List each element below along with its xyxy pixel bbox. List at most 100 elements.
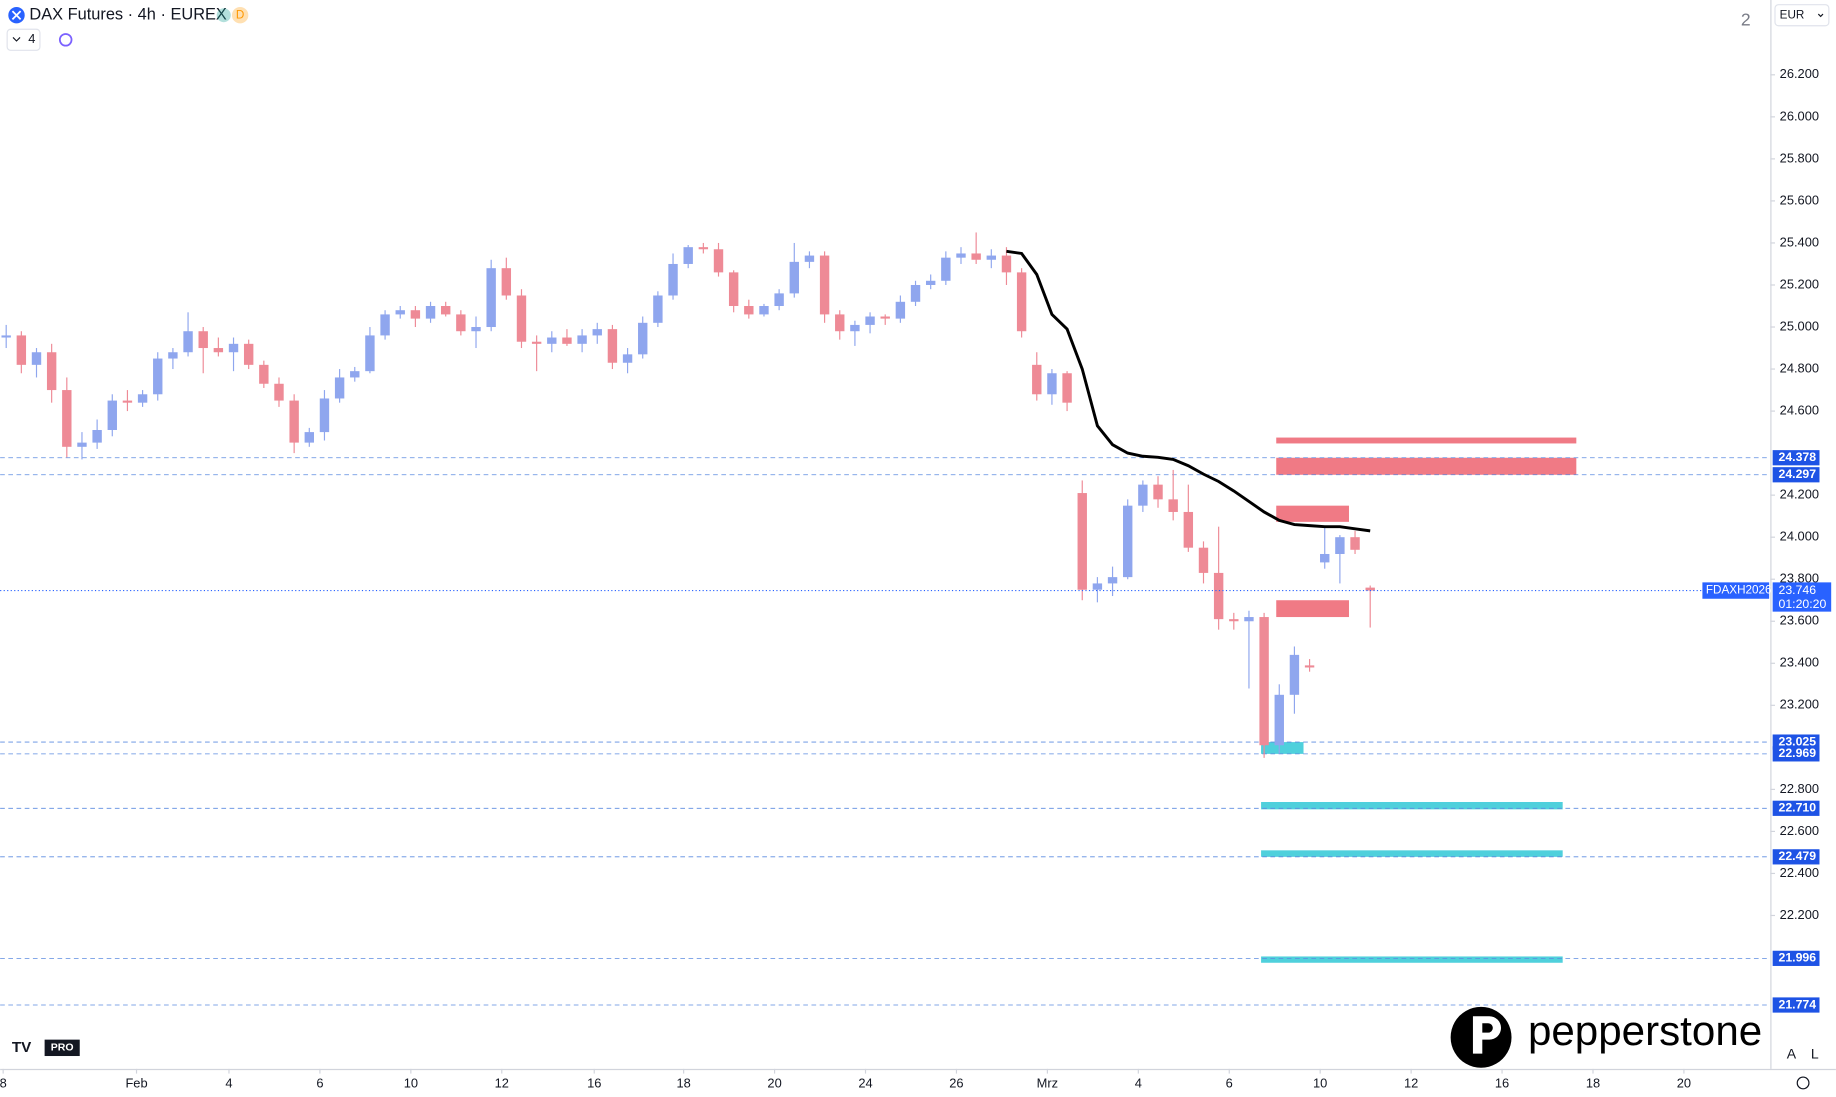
candle-body xyxy=(531,341,542,344)
candle-body xyxy=(1244,617,1254,622)
candle-body xyxy=(1259,617,1269,746)
candle-body xyxy=(880,316,890,319)
candle-body xyxy=(804,255,815,262)
badge: D xyxy=(236,8,244,21)
tv-badge: PRO xyxy=(51,1042,74,1054)
candle-body xyxy=(925,280,936,285)
x-tick-label: 4 xyxy=(225,1076,232,1091)
candle-body xyxy=(456,314,466,332)
y-tick-label: 23.400 xyxy=(1780,655,1819,670)
level-label: 23.025 xyxy=(1779,734,1817,748)
symbol-icon-mark xyxy=(11,10,22,20)
candle-body xyxy=(122,400,133,403)
x-tick-label: 16 xyxy=(587,1076,601,1091)
candle-body xyxy=(137,394,148,403)
y-tick-label: 24.600 xyxy=(1780,402,1819,417)
x-tick-label: 24 xyxy=(858,1076,872,1091)
candle-body xyxy=(835,314,845,332)
y-tick-label: 24.800 xyxy=(1780,360,1819,375)
zone xyxy=(1261,956,1563,963)
candle-body xyxy=(319,398,330,433)
candle-body xyxy=(425,306,436,319)
candle-body xyxy=(1229,619,1239,622)
axes: 26.200 26.000 25.800 25.600 25.400 25.200 25.0… xyxy=(0,66,1832,1091)
auto-scale[interactable]: A xyxy=(1787,1046,1797,1062)
candle-body xyxy=(1198,547,1209,573)
level-label: 22.710 xyxy=(1779,801,1817,815)
candle-body xyxy=(410,310,421,319)
tv-logo: TV xyxy=(12,1039,32,1056)
candle-body xyxy=(1335,537,1345,554)
x-tick-label: 18 xyxy=(676,1076,690,1091)
x-tick-label: 6 xyxy=(316,1076,323,1091)
y-tick-label: 22.400 xyxy=(1780,865,1819,880)
candle-body xyxy=(759,306,769,315)
chart-title[interactable]: DAX Futures · 4h · EUREX xyxy=(29,6,227,24)
refresh-icon[interactable] xyxy=(58,33,73,47)
candle-body xyxy=(956,253,966,258)
level-label-bg xyxy=(1772,950,1820,966)
x-tick-label: 4 xyxy=(1135,1076,1142,1091)
candle-body xyxy=(365,335,375,372)
level-label: 22.969 xyxy=(1779,746,1817,760)
last-price-bg xyxy=(1772,582,1832,612)
candle-body xyxy=(607,329,618,363)
candle-body xyxy=(1153,484,1163,500)
candle-body xyxy=(986,255,997,260)
zone xyxy=(1276,437,1577,444)
candle-body xyxy=(213,348,224,353)
indicator-toggle[interactable] xyxy=(6,28,41,51)
candle-body xyxy=(62,390,72,447)
candle-body xyxy=(1168,499,1178,512)
candle-body xyxy=(77,442,87,447)
y-tick-label: 25.600 xyxy=(1780,192,1819,207)
x-tick-label: 12 xyxy=(1404,1076,1418,1091)
currency-select[interactable] xyxy=(1774,4,1830,27)
settings-icon[interactable] xyxy=(1796,1076,1810,1090)
candle-body xyxy=(168,352,178,359)
candle-body xyxy=(1123,505,1133,578)
y-tick-label: 23.800 xyxy=(1780,571,1819,586)
candle-body xyxy=(713,249,724,273)
level-label: 24.378 xyxy=(1779,450,1817,464)
candle-body xyxy=(819,255,830,315)
candle-body xyxy=(31,352,42,365)
badge-bg xyxy=(231,7,249,24)
log-scale[interactable]: L xyxy=(1811,1046,1819,1062)
chevron xyxy=(12,37,21,42)
candle-body xyxy=(577,335,587,344)
y-tick-label: 24.200 xyxy=(1780,487,1819,502)
candle-body xyxy=(334,377,345,399)
y-tick-label: 22.600 xyxy=(1780,823,1819,838)
candle-body xyxy=(622,354,633,363)
x-tick-label: 16 xyxy=(1495,1076,1509,1091)
candle-body xyxy=(850,324,860,332)
candle-body xyxy=(471,327,481,332)
candle-body xyxy=(698,247,709,250)
x-tick-label: 10 xyxy=(1313,1076,1327,1091)
level-label: 22.479 xyxy=(1779,849,1817,863)
countdown-label: 01:20:20 xyxy=(1779,597,1827,611)
candle-body xyxy=(289,400,299,443)
zone xyxy=(1261,742,1304,754)
candle-body xyxy=(1183,511,1194,548)
y-tick-label: 26.000 xyxy=(1780,108,1819,123)
x-tick-label: 20 xyxy=(1677,1076,1691,1091)
candle-body xyxy=(1350,537,1360,550)
candle-body xyxy=(107,400,117,430)
candle-body xyxy=(668,263,678,296)
candle-body xyxy=(941,257,951,281)
y-tick-label: 23.600 xyxy=(1780,613,1819,628)
y-tick-label: 25.000 xyxy=(1780,318,1819,333)
candle-body xyxy=(501,268,512,296)
candle-body xyxy=(1320,553,1330,563)
candle-body xyxy=(380,314,390,336)
candle-body xyxy=(228,343,239,353)
level-label-bg xyxy=(1772,734,1820,750)
candle-body xyxy=(1138,484,1148,506)
candle-body xyxy=(1032,364,1042,395)
candle-body xyxy=(198,331,208,349)
y-tick-label: 25.400 xyxy=(1780,234,1819,249)
x-tick-label: 10 xyxy=(404,1076,418,1091)
